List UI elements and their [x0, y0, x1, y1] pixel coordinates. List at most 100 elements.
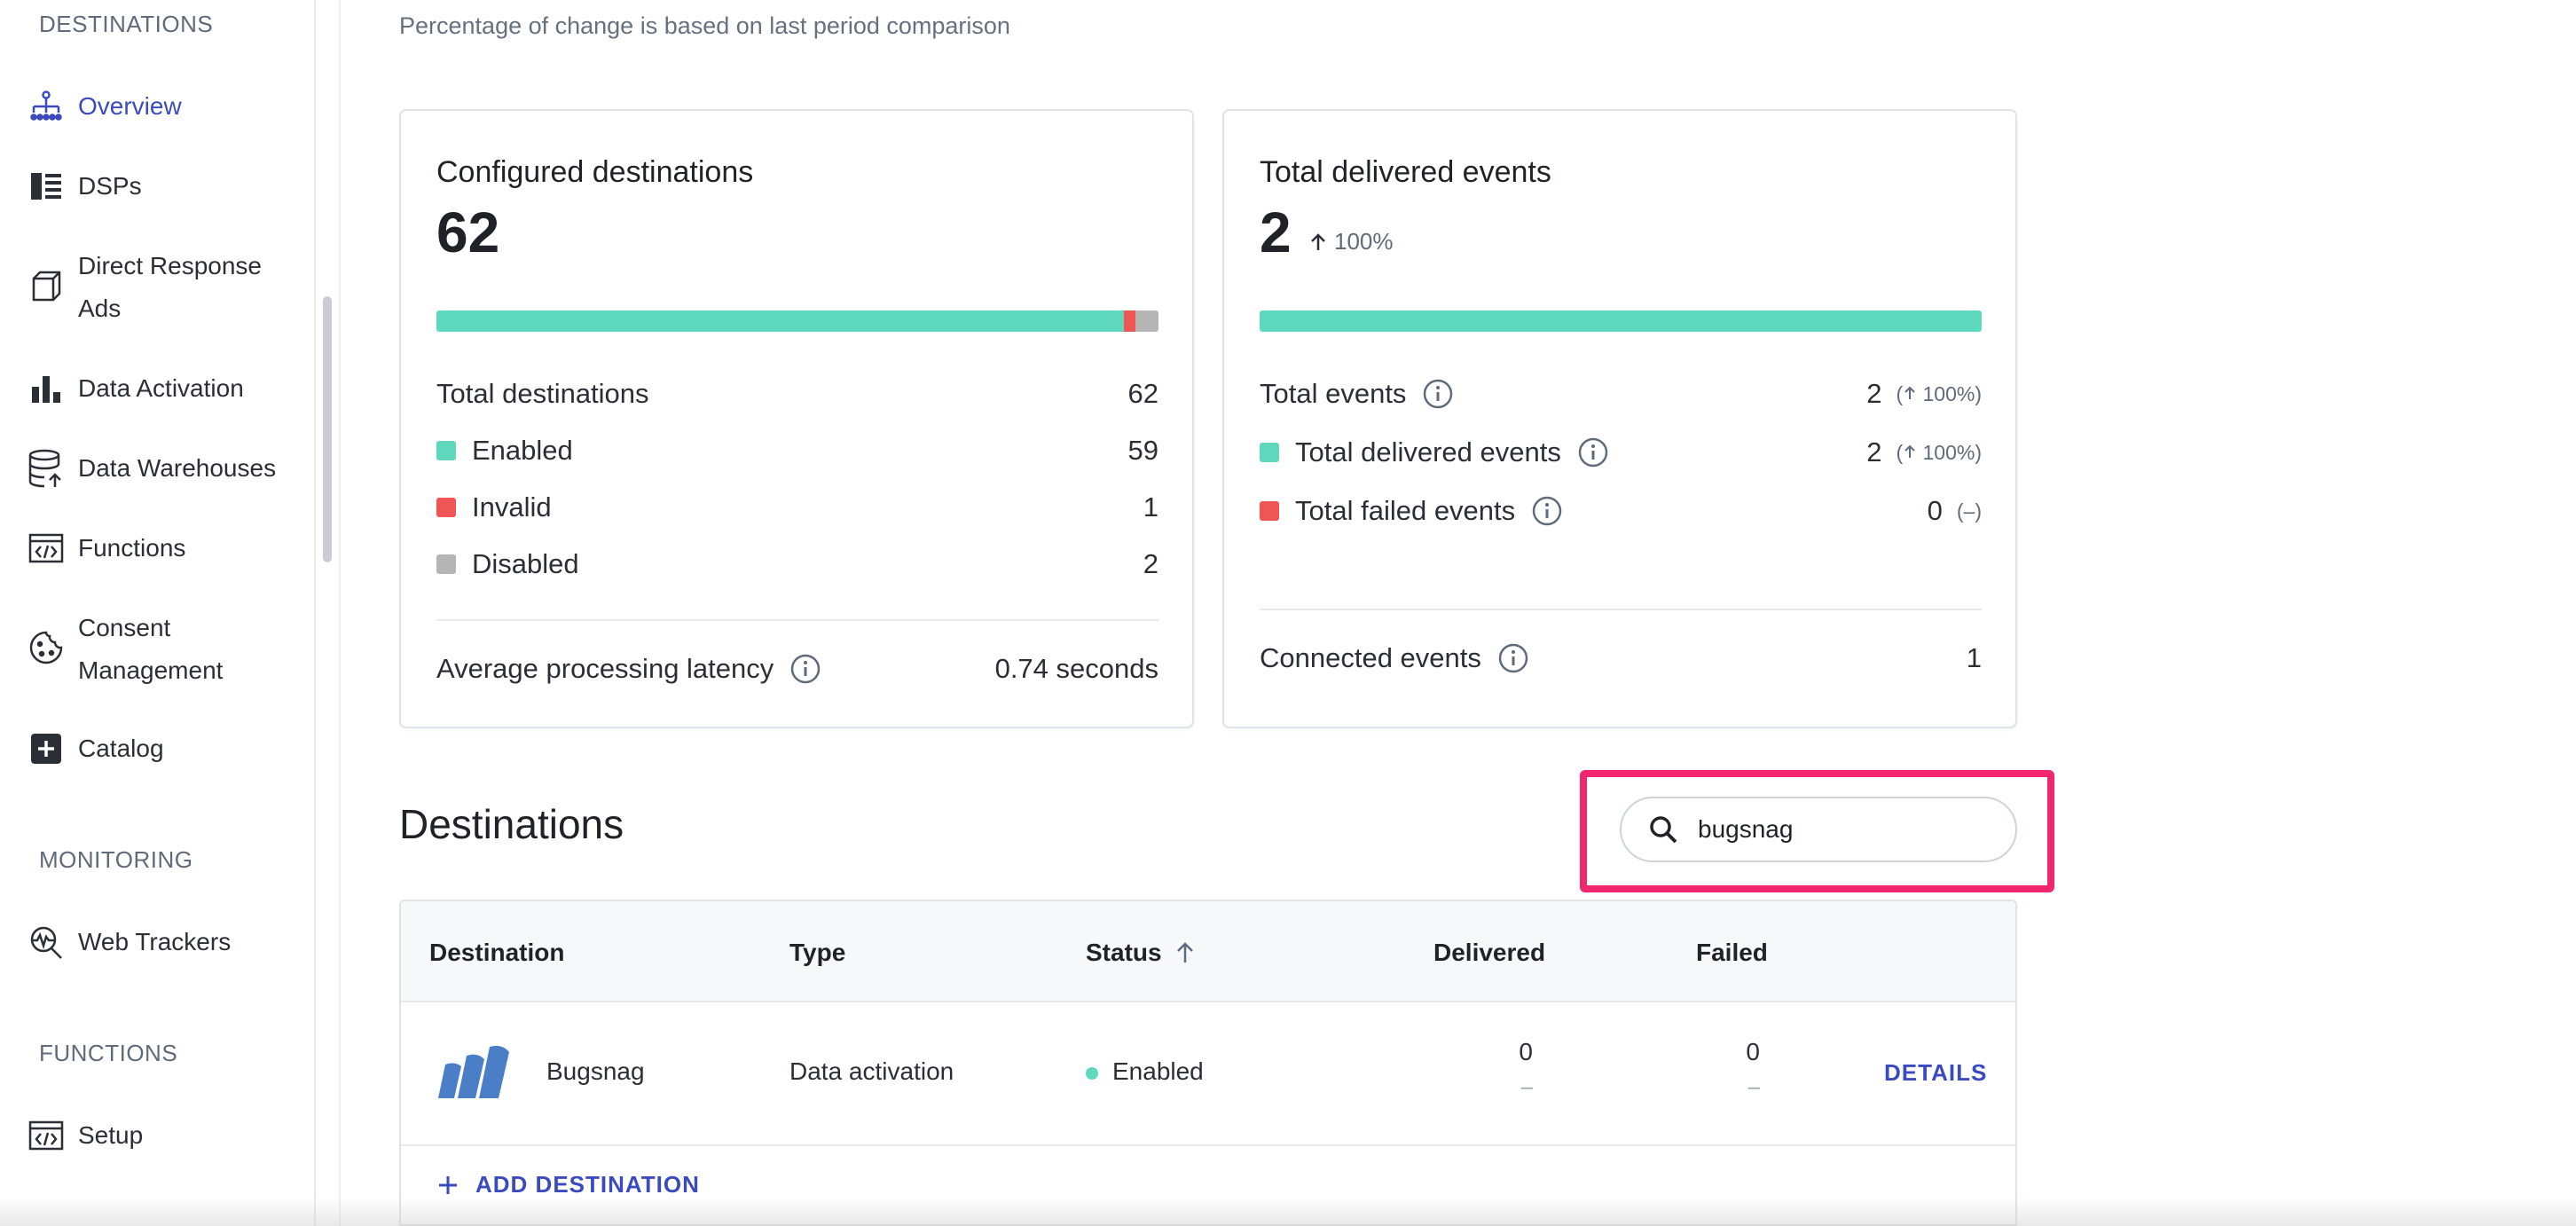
row-value: 1 — [1966, 642, 1982, 673]
connected-events-row: Connected events 1 — [1260, 642, 1982, 674]
sidebar-item-functions[interactable]: Functions — [27, 527, 302, 570]
column-header-type[interactable]: Type — [789, 939, 846, 966]
bar-segment-enabled — [436, 310, 1124, 332]
sidebar-item-overview[interactable]: Overview — [27, 85, 302, 128]
row-value: 0 — [1927, 495, 1943, 526]
row-pct-value: 100%) — [1922, 381, 1982, 405]
sidebar-item-consent-management[interactable]: Consent Management — [27, 607, 302, 692]
row-label: Average processing latency — [436, 653, 774, 684]
info-icon[interactable] — [1422, 378, 1454, 410]
info-icon[interactable] — [1497, 642, 1529, 674]
sidebar-item-web-trackers[interactable]: Web Trackers — [27, 921, 302, 963]
invalid-row: Invalid 1 — [436, 491, 1158, 523]
info-icon[interactable] — [789, 653, 821, 685]
sidebar-item-label: Consent — [78, 614, 171, 641]
delivered-status-bar — [1260, 310, 1982, 332]
destinations-status-bar — [436, 310, 1158, 332]
info-icon[interactable] — [1531, 495, 1563, 527]
cube-icon — [27, 266, 66, 305]
sidebar-item-label: Direct Response — [78, 252, 262, 279]
sidebar-scrollbar[interactable] — [323, 296, 332, 562]
column-header-failed[interactable]: Failed — [1696, 939, 1768, 966]
row-label: Total delivered events — [1295, 436, 1561, 468]
delivered-change: – — [1520, 1075, 1533, 1099]
sidebar-item-setup[interactable]: Setup — [27, 1114, 302, 1157]
delivered-swatch — [1260, 443, 1279, 462]
sidebar: DESTINATIONS Overview DSPs Direct Respon… — [0, 0, 316, 1226]
sidebar-item-label: Data Warehouses — [78, 454, 277, 482]
column-header-status-label: Status — [1086, 939, 1162, 966]
sidebar-item-catalog[interactable]: Catalog — [27, 727, 302, 770]
section-monitoring-label: MONITORING — [39, 846, 193, 873]
sort-ascending-icon — [1176, 942, 1193, 963]
destination-type: Data activation — [789, 1057, 954, 1085]
arrow-up-icon — [1905, 386, 1915, 399]
add-destination-label: ADD DESTINATION — [475, 1171, 700, 1198]
arrow-up-icon — [1311, 232, 1325, 250]
sidebar-item-label-line2: Management — [78, 656, 224, 684]
row-label: Total events — [1260, 378, 1407, 409]
sidebar-item-label: Web Trackers — [78, 928, 232, 955]
search-input[interactable] — [1698, 815, 1982, 844]
column-header-delivered[interactable]: Delivered — [1433, 939, 1546, 966]
search-highlight-box — [1580, 770, 2054, 892]
row-value: 2 — [1866, 378, 1882, 409]
configured-total: 62 — [436, 200, 500, 264]
invalid-swatch — [436, 498, 456, 517]
code-icon — [27, 529, 66, 568]
search-icon — [1650, 816, 1677, 844]
add-destination-button[interactable]: ADD DESTINATION — [436, 1171, 700, 1198]
delivered-value: 0 — [1519, 1038, 1533, 1065]
column-header-status[interactable]: Status — [1086, 939, 1196, 967]
sidebar-item-dsps[interactable]: DSPs — [27, 165, 302, 208]
info-icon[interactable] — [1577, 436, 1609, 468]
code-icon — [27, 1116, 66, 1155]
comparison-note: Percentage of change is based on last pe… — [399, 12, 1010, 39]
row-value: 62 — [1127, 378, 1158, 409]
status-badge: Enabled — [1086, 1057, 1204, 1086]
status-dot — [1086, 1066, 1098, 1080]
failed-swatch — [1260, 501, 1279, 521]
bugsnag-logo — [438, 1045, 509, 1098]
trend-value: 100% — [1334, 228, 1394, 255]
failed-value: 0 — [1746, 1038, 1760, 1065]
enabled-row: Enabled 59 — [436, 435, 1158, 467]
failed-change: – — [1747, 1075, 1760, 1099]
sidebar-item-label: Data Activation — [78, 374, 244, 402]
section-destinations-label: DESTINATIONS — [39, 11, 214, 37]
row-label: Total destinations — [436, 378, 649, 409]
search-field[interactable] — [1620, 797, 2017, 862]
row-value: 2 — [1143, 548, 1158, 579]
total-events-row: Total events 2 ( 100%) — [1260, 378, 1982, 410]
row-label: Total failed events — [1295, 495, 1516, 526]
details-link[interactable]: DETAILS — [1884, 1059, 1988, 1086]
hierarchy-icon — [27, 87, 66, 126]
sidebar-item-label: Catalog — [78, 735, 164, 762]
sidebar-item-direct-response-ads[interactable]: Direct Response Ads — [27, 245, 302, 330]
content-divider — [339, 0, 341, 1226]
destinations-table: Destination Type Status Delivered Failed… — [399, 900, 2017, 1226]
bar-segment-invalid — [1123, 310, 1135, 332]
column-header-destination[interactable]: Destination — [429, 939, 565, 966]
total-destinations-row: Total destinations 62 — [436, 378, 1158, 410]
row-value: 59 — [1127, 435, 1158, 466]
section-functions-label: FUNCTIONS — [39, 1040, 178, 1066]
sidebar-item-data-activation[interactable]: Data Activation — [27, 367, 302, 410]
destinations-heading: Destinations — [399, 801, 624, 847]
failed-cell: 0 – — [1746, 1034, 1760, 1105]
sidebar-item-label-line2: Ads — [78, 295, 122, 322]
row-value: 1 — [1143, 491, 1158, 523]
disabled-row: Disabled 2 — [436, 548, 1158, 580]
configured-destinations-card: Configured destinations 62 Total destina… — [399, 109, 1194, 728]
row-label: Connected events — [1260, 642, 1481, 673]
delivered-trend: 100% — [1309, 228, 1394, 255]
destination-name[interactable]: Bugsnag — [546, 1057, 645, 1085]
row-pct: (–) — [1956, 499, 1982, 523]
row-value: 2 — [1866, 436, 1882, 468]
card-title: Configured destinations — [436, 155, 754, 189]
plus-icon — [439, 1175, 457, 1194]
sidebar-item-data-warehouses[interactable]: Data Warehouses — [27, 447, 302, 490]
sidebar-item-label: Overview — [78, 92, 182, 120]
bar-segment-disabled — [1135, 310, 1158, 332]
database-icon — [27, 449, 66, 488]
